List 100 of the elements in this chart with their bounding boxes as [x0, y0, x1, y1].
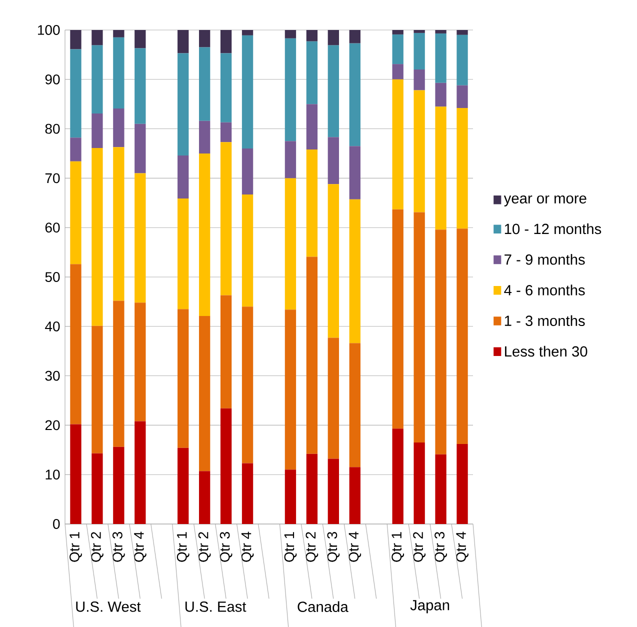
legend-label: Less then 30	[505, 346, 588, 357]
bar	[113, 446, 124, 524]
bar	[328, 137, 339, 184]
x-tick-label: Qtr 2	[306, 532, 318, 562]
bar	[113, 37, 124, 109]
legend-label: year or more	[504, 195, 586, 206]
bar	[435, 454, 446, 524]
bar	[414, 90, 425, 212]
x-tick-label: Qtr 3	[434, 532, 447, 562]
bar	[456, 30, 468, 35]
bar	[70, 138, 82, 162]
bar	[113, 147, 124, 301]
bar	[178, 448, 189, 524]
bar	[414, 32, 425, 70]
x-tick-label: Qtr 2	[198, 532, 211, 562]
y-tick-label: 40	[45, 321, 60, 332]
x-tick-label: Qtr 3	[327, 532, 340, 562]
bar	[284, 470, 296, 524]
legend-label: 7 - 9 months	[504, 254, 585, 265]
x-tick-label: Qtr 3	[112, 532, 125, 562]
bar	[220, 142, 232, 296]
bar	[328, 458, 339, 524]
y-tick-label: 70	[45, 173, 60, 184]
y-tick-label: 80	[45, 124, 60, 134]
x-tick-label: Qtr 1	[176, 532, 190, 562]
bar	[414, 30, 425, 33]
bar	[178, 309, 189, 448]
y-tick-label: 50	[45, 272, 60, 282]
bar	[113, 108, 124, 148]
legend-label: 1 - 3 months	[504, 315, 585, 326]
y-tick-label: 30	[45, 370, 60, 381]
legend-label: 10 - 12 months	[504, 223, 602, 234]
bar	[199, 30, 210, 48]
y-tick-label: 20	[45, 420, 60, 430]
bar	[435, 230, 446, 454]
bar	[306, 256, 318, 454]
bar	[92, 113, 103, 148]
bar	[70, 49, 82, 138]
bar	[306, 150, 318, 257]
x-tick-label: Qtr 1	[70, 532, 82, 562]
bar	[392, 34, 404, 64]
bar	[92, 326, 103, 454]
bar	[220, 122, 232, 142]
bar	[242, 463, 254, 524]
y-tick-label: 100	[38, 25, 60, 35]
bar	[220, 295, 232, 408]
bar	[242, 35, 254, 149]
bar	[220, 408, 232, 524]
y-tick-label: 60	[45, 222, 60, 233]
text: Canada	[298, 601, 348, 612]
bar	[328, 184, 339, 338]
bar	[392, 209, 404, 429]
bar	[70, 264, 82, 424]
bar	[414, 70, 425, 90]
bar	[220, 53, 232, 122]
bar	[435, 82, 446, 107]
bar	[242, 30, 254, 36]
bar	[242, 306, 254, 464]
bar	[328, 30, 339, 46]
x-tick-label: Qtr 4	[134, 532, 146, 562]
bar	[92, 30, 103, 46]
bar	[456, 444, 468, 524]
bar	[199, 153, 210, 316]
bar	[328, 45, 339, 138]
x-tick-label: Qtr 3	[220, 532, 232, 562]
bar	[113, 300, 124, 447]
bar	[306, 41, 318, 104]
bar	[92, 45, 103, 114]
x-tick-label: Qtr 2	[413, 532, 426, 562]
bar	[284, 30, 296, 38]
bar	[113, 30, 124, 38]
bar	[435, 33, 446, 83]
y-tick-label: 90	[45, 74, 60, 84]
y-tick-label: 0	[53, 519, 60, 529]
bar	[435, 30, 446, 34]
bar	[349, 30, 360, 44]
bar	[242, 194, 254, 307]
legend-label: 4 - 6 months	[504, 284, 585, 296]
bar	[92, 453, 103, 524]
bar	[199, 471, 210, 524]
x-tick-label: Qtr 2	[91, 532, 104, 562]
bar	[456, 34, 468, 86]
bar	[328, 338, 339, 459]
bar	[349, 467, 360, 524]
bar	[306, 30, 318, 42]
bar	[306, 454, 318, 524]
bar	[134, 48, 146, 124]
bar	[134, 421, 146, 524]
bar	[306, 104, 318, 150]
text: U.S. East	[185, 601, 246, 612]
bar	[284, 310, 296, 470]
bar	[178, 53, 189, 156]
bar	[414, 442, 425, 524]
bar	[349, 43, 360, 146]
bar	[70, 161, 82, 264]
bar	[92, 148, 103, 326]
bar	[414, 212, 425, 442]
bar	[178, 30, 189, 54]
bar	[349, 146, 360, 200]
bar	[242, 148, 254, 194]
